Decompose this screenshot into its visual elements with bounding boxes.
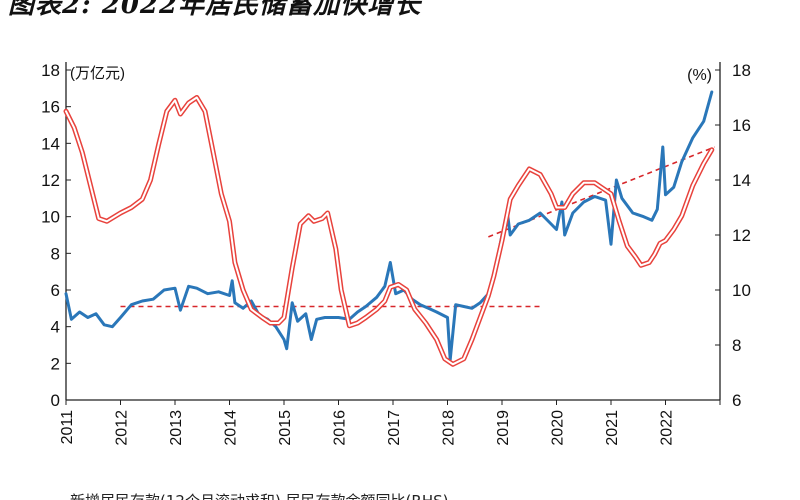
x-tick-label: 2012	[114, 410, 131, 446]
x-tick-label: 2022	[659, 410, 676, 446]
labels-layer: 0 2 4 6 8 10 12 14 16 18 6 8 10 12 14 16 18 (万亿元) (%) 2011 2…	[41, 61, 751, 446]
right-tick-label: 6	[732, 391, 741, 410]
left-tick-label: 4	[51, 318, 60, 337]
right-tick-label: 8	[732, 336, 741, 355]
x-tick-label: 2011	[59, 410, 76, 445]
left-tick-label: 12	[41, 171, 60, 190]
right-tick-label: 10	[732, 281, 751, 300]
x-tick-label: 2020	[550, 410, 567, 446]
right-tick-label: 16	[732, 116, 751, 135]
x-tick-label: 2019	[495, 410, 512, 446]
x-tick-label: 2018	[441, 410, 458, 446]
right-tick-label: 14	[732, 171, 751, 190]
right-axis-unit: (%)	[687, 67, 712, 84]
left-tick-label: 14	[41, 134, 60, 153]
left-tick-label: 8	[51, 244, 60, 263]
x-tick-label: 2017	[386, 410, 403, 446]
left-tick-label: 18	[41, 61, 60, 80]
x-tick-label: 2013	[168, 410, 185, 446]
series-layer	[63, 90, 715, 367]
series-line-inner	[65, 96, 713, 366]
chart-title: 图表2: 2022年居民储蓄加快增长	[8, 0, 422, 18]
x-tick-label: 2014	[223, 410, 240, 446]
left-axis-unit: (万亿元)	[70, 65, 125, 82]
left-tick-label: 10	[41, 208, 60, 227]
left-tick-label: 6	[51, 281, 60, 300]
title-strip: 图表2: 2022年居民储蓄加快增长	[0, 0, 800, 18]
axes-layer	[65, 62, 721, 405]
trend-layer	[120, 146, 715, 308]
series-line-outline	[63, 95, 715, 367]
left-tick-label: 0	[51, 391, 60, 410]
x-tick-label: 2021	[604, 410, 621, 446]
left-tick-label: 2	[51, 354, 60, 373]
x-tick-label: 2016	[332, 410, 349, 446]
legend-caption: 新增居民存款(12个月滚动求和) 居民存款余额同比(RHS)	[70, 490, 449, 500]
left-tick-label: 16	[41, 98, 60, 117]
x-tick-label: 2015	[277, 410, 294, 446]
series-line	[64, 90, 714, 362]
right-tick-label: 12	[732, 226, 751, 245]
right-tick-label: 18	[732, 61, 751, 80]
legend-strip: 新增居民存款(12个月滚动求和) 居民存款余额同比(RHS)	[0, 486, 800, 500]
